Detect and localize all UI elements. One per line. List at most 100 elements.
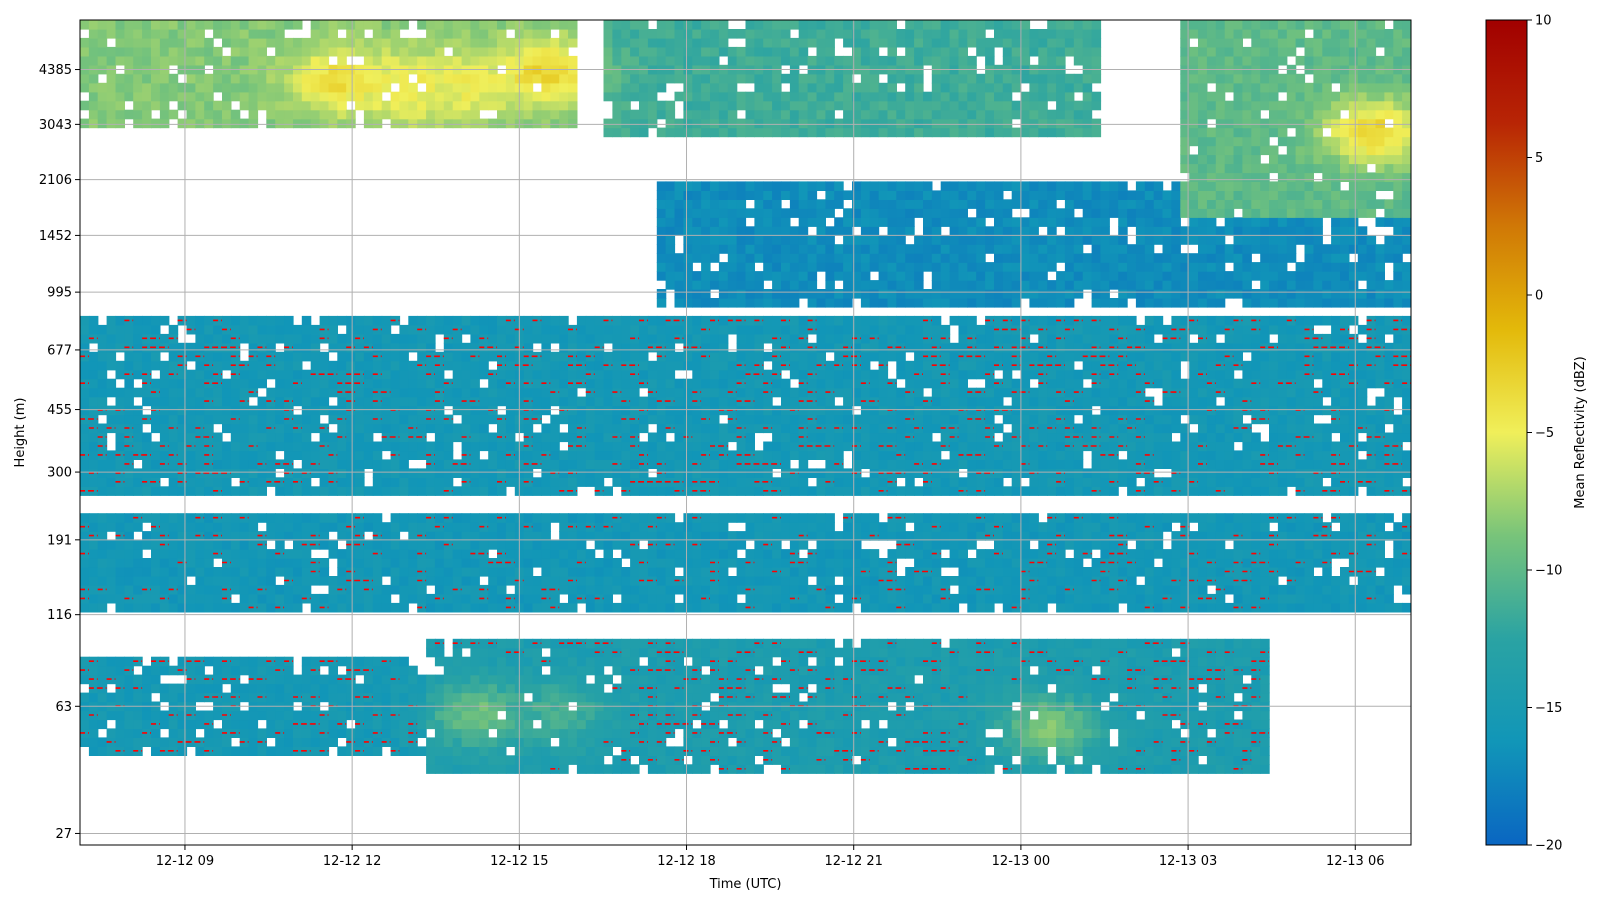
heatmap-cell	[222, 333, 232, 344]
heatmap-cell	[319, 486, 330, 496]
heatmap-cell	[869, 647, 880, 658]
heatmap-cell	[612, 584, 622, 595]
heatmap-cell	[417, 405, 427, 416]
heatmap-cell	[754, 387, 764, 398]
heatmap-cell	[594, 423, 605, 434]
heatmap-cell	[434, 674, 445, 685]
heatmap-cell	[97, 567, 108, 577]
heatmap-cell	[479, 737, 489, 747]
heatmap-cell	[284, 737, 294, 747]
heatmap-cell	[576, 468, 587, 478]
heatmap-cell	[124, 674, 134, 685]
heatmap-cell	[825, 118, 835, 129]
heatmap-cell	[177, 423, 188, 434]
heatmap-cell	[337, 558, 347, 568]
heatmap-cell	[408, 540, 418, 550]
heatmap-cell	[213, 441, 223, 452]
heatmap-cell	[505, 46, 516, 57]
heatmap-cell	[301, 692, 312, 703]
heatmap-cell	[479, 414, 489, 425]
heatmap-cell	[860, 217, 871, 227]
heatmap-cell	[781, 414, 791, 425]
heatmap-cell	[683, 531, 693, 541]
heatmap-cell	[568, 73, 578, 84]
heatmap-cell	[772, 324, 782, 335]
heatmap-cell	[559, 558, 569, 568]
heatmap-cell	[479, 656, 489, 667]
heatmap-cell	[860, 441, 871, 452]
heatmap-cell	[807, 710, 818, 721]
heatmap-cell	[222, 486, 232, 496]
heatmap-cell	[443, 719, 454, 730]
heatmap-cell	[319, 360, 330, 371]
heatmap-cell	[133, 55, 143, 66]
heatmap-cell	[559, 737, 569, 747]
heatmap-cell	[497, 29, 507, 39]
heatmap-cell	[434, 746, 445, 756]
heatmap-cell	[754, 190, 764, 200]
heatmap-cell	[301, 369, 312, 380]
heatmap-cell	[594, 674, 605, 685]
heatmap-cell	[434, 109, 445, 120]
heatmap-cell	[772, 710, 782, 721]
heatmap-cell	[319, 55, 330, 66]
heatmap-cell	[266, 459, 276, 469]
heatmap-cell	[106, 593, 117, 604]
heatmap-cell	[443, 674, 454, 685]
heatmap-cell	[736, 558, 747, 568]
heatmap-cell	[195, 576, 205, 586]
heatmap-cell	[505, 109, 516, 120]
heatmap-cell	[417, 46, 427, 57]
heatmap-cell	[754, 55, 764, 66]
heatmap-cell	[337, 396, 347, 407]
heatmap-cell	[656, 333, 667, 344]
heatmap-cell	[639, 46, 649, 57]
heatmap-cell	[213, 405, 223, 416]
heatmap-cell	[594, 728, 605, 738]
heatmap-cell	[656, 199, 667, 209]
heatmap-cell	[869, 755, 880, 765]
heatmap-cell	[470, 46, 480, 57]
heatmap-cell	[505, 674, 516, 685]
heatmap-cell	[275, 584, 285, 595]
heatmap-cell	[523, 638, 534, 649]
heatmap-cell	[550, 82, 560, 93]
heatmap-cell	[736, 728, 747, 738]
heatmap-cell	[106, 324, 117, 335]
heatmap-cell	[399, 333, 409, 344]
heatmap-cell	[692, 593, 702, 604]
heatmap-cell	[434, 549, 445, 559]
heatmap-cell	[97, 342, 108, 353]
heatmap-cell	[710, 217, 720, 227]
heatmap-cell	[222, 567, 232, 577]
heatmap-cell	[559, 477, 569, 487]
heatmap-cell	[576, 342, 587, 353]
heatmap-cell	[718, 91, 729, 102]
heatmap-cell	[301, 315, 312, 326]
heatmap-cell	[816, 351, 826, 362]
heatmap-cell	[754, 602, 764, 613]
heatmap-cell	[647, 396, 658, 407]
heatmap-cell	[372, 522, 383, 532]
heatmap-cell	[665, 271, 676, 281]
heatmap-cell	[532, 540, 542, 550]
heatmap-cell	[781, 190, 791, 200]
heatmap-cell	[816, 531, 826, 541]
heatmap-cell	[355, 441, 365, 452]
heatmap-cell	[594, 378, 605, 389]
heatmap-cell	[647, 324, 658, 335]
heatmap-cell	[124, 55, 134, 66]
heatmap-cell	[248, 118, 259, 129]
heatmap-cell	[328, 441, 338, 452]
heatmap-cell	[337, 20, 347, 30]
heatmap-cell	[816, 719, 826, 730]
heatmap-cell	[293, 468, 303, 478]
heatmap-cell	[239, 549, 250, 559]
heatmap-cell	[869, 710, 880, 721]
heatmap-cell	[115, 423, 125, 434]
heatmap-cell	[257, 549, 267, 559]
heatmap-cell	[133, 324, 143, 335]
heatmap-cell	[834, 584, 844, 595]
heatmap-cell	[80, 719, 90, 730]
heatmap-cell	[497, 342, 507, 353]
